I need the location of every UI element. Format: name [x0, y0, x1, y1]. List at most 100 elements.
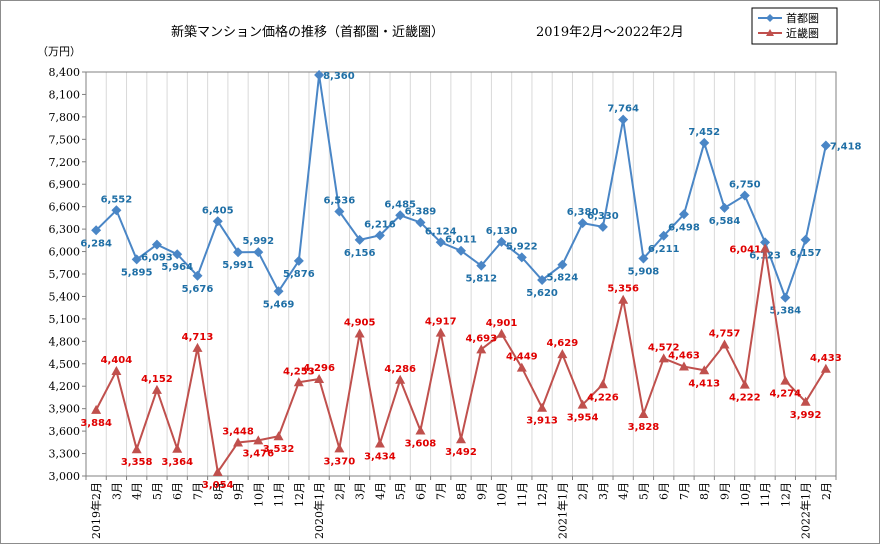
data-label: 6,405: [202, 205, 234, 216]
y-tick-label: 7,500: [49, 133, 81, 146]
x-tick-label: 2021年1月: [555, 482, 569, 539]
data-label: 5,620: [526, 288, 558, 299]
data-label: 7,418: [830, 141, 862, 152]
data-label: 5,922: [506, 241, 538, 252]
data-label: 4,629: [547, 338, 579, 349]
data-label: 6,041: [729, 244, 761, 255]
data-label: 7,452: [688, 127, 720, 138]
point-marker: [800, 234, 811, 245]
data-label: 5,908: [628, 266, 660, 277]
point-marker: [111, 205, 122, 216]
y-tick-label: 6,300: [49, 223, 81, 236]
point-marker: [151, 384, 162, 394]
point-marker: [314, 374, 325, 384]
data-label: 6,750: [729, 179, 761, 190]
y-tick-label: 5,400: [49, 290, 81, 303]
point-marker: [780, 375, 791, 385]
y-tick-label: 5,100: [49, 313, 81, 326]
data-label: 4,693: [465, 333, 497, 344]
legend-label: 首都圏: [786, 11, 819, 25]
data-label: 4,917: [425, 317, 457, 328]
data-label: 8,360: [323, 71, 355, 82]
data-label: 6,011: [445, 235, 477, 246]
data-label: 4,572: [648, 342, 680, 353]
y-tick-label: 6,600: [49, 201, 81, 214]
data-label: 5,812: [465, 274, 497, 285]
x-tick-label: 12月: [536, 482, 549, 507]
data-label: 4,274: [770, 389, 802, 400]
point-marker: [537, 402, 548, 412]
x-tick-label: 10月: [252, 482, 265, 507]
data-label: 3,492: [445, 447, 477, 458]
point-marker: [374, 230, 385, 241]
point-marker: [415, 217, 426, 228]
data-label: 5,964: [161, 262, 193, 273]
data-label: 6,552: [101, 194, 133, 205]
data-label: 6,216: [364, 219, 396, 230]
x-tick-label: 2020年1月: [312, 482, 326, 539]
data-label: 4,901: [486, 318, 518, 329]
point-marker: [678, 361, 689, 371]
point-marker: [638, 253, 649, 264]
point-marker: [91, 404, 102, 414]
point-marker: [435, 237, 446, 248]
x-tick-label: 3月: [597, 482, 610, 500]
data-label: 6,130: [486, 226, 518, 237]
point-marker: [111, 365, 122, 375]
point-marker: [739, 379, 750, 389]
y-tick-label: 8,100: [49, 88, 81, 101]
data-label: 3,476: [242, 448, 274, 459]
point-marker: [699, 365, 710, 375]
data-label: 3,884: [80, 418, 112, 429]
data-label: 3,828: [628, 422, 660, 433]
point-marker: [760, 243, 771, 253]
x-tick-label: 11月: [273, 482, 286, 507]
point-marker: [760, 237, 771, 248]
data-label: 3,954: [567, 413, 599, 424]
data-label: 4,713: [182, 332, 214, 343]
point-marker: [820, 140, 831, 151]
data-label: 4,463: [668, 351, 700, 362]
x-tick-label: 10月: [496, 482, 509, 507]
point-marker: [618, 294, 629, 304]
y-tick-label: 4,200: [49, 380, 81, 393]
point-marker: [172, 443, 183, 453]
point-marker: [496, 328, 507, 338]
x-tick-label: 9月: [232, 482, 245, 500]
data-label: 5,876: [283, 269, 315, 280]
point-marker: [131, 444, 142, 454]
point-marker: [557, 259, 568, 270]
point-marker: [678, 209, 689, 220]
x-tick-label: 4月: [617, 482, 630, 500]
point-marker: [253, 247, 264, 258]
data-label: 6,156: [344, 248, 376, 259]
point-marker: [456, 434, 466, 444]
point-marker: [780, 292, 791, 303]
point-marker: [820, 363, 831, 373]
point-marker: [172, 249, 183, 260]
point-marker: [739, 190, 750, 201]
x-tick-label: 5月: [394, 482, 407, 500]
x-tick-label: 8月: [212, 482, 225, 500]
x-tick-label: 2月: [820, 482, 833, 500]
chart-title: 新築マンション価格の推移（首都圏・近畿圏）: [171, 24, 444, 40]
y-tick-label: 3,300: [49, 448, 81, 461]
x-tick-label: 2019年2月: [89, 482, 103, 539]
data-label: 5,384: [770, 306, 802, 317]
data-label: 4,433: [810, 353, 842, 364]
data-label: 3,370: [324, 456, 356, 467]
data-label: 6,536: [324, 195, 356, 206]
x-tick-label: 11月: [516, 482, 529, 507]
point-marker: [151, 239, 162, 250]
x-tick-label: 7月: [435, 482, 448, 500]
data-label: 3,992: [790, 410, 822, 421]
legend: [751, 7, 838, 45]
point-marker: [597, 379, 608, 389]
point-marker: [597, 221, 608, 232]
y-tick-label: 5,700: [49, 268, 81, 281]
x-tick-label: 12月: [293, 482, 306, 507]
chart-period: 2019年2月～2022年2月: [536, 25, 684, 40]
x-tick-label: 5月: [637, 482, 650, 500]
data-label: 6,157: [790, 248, 822, 259]
y-tick-label: 3,900: [49, 403, 81, 416]
